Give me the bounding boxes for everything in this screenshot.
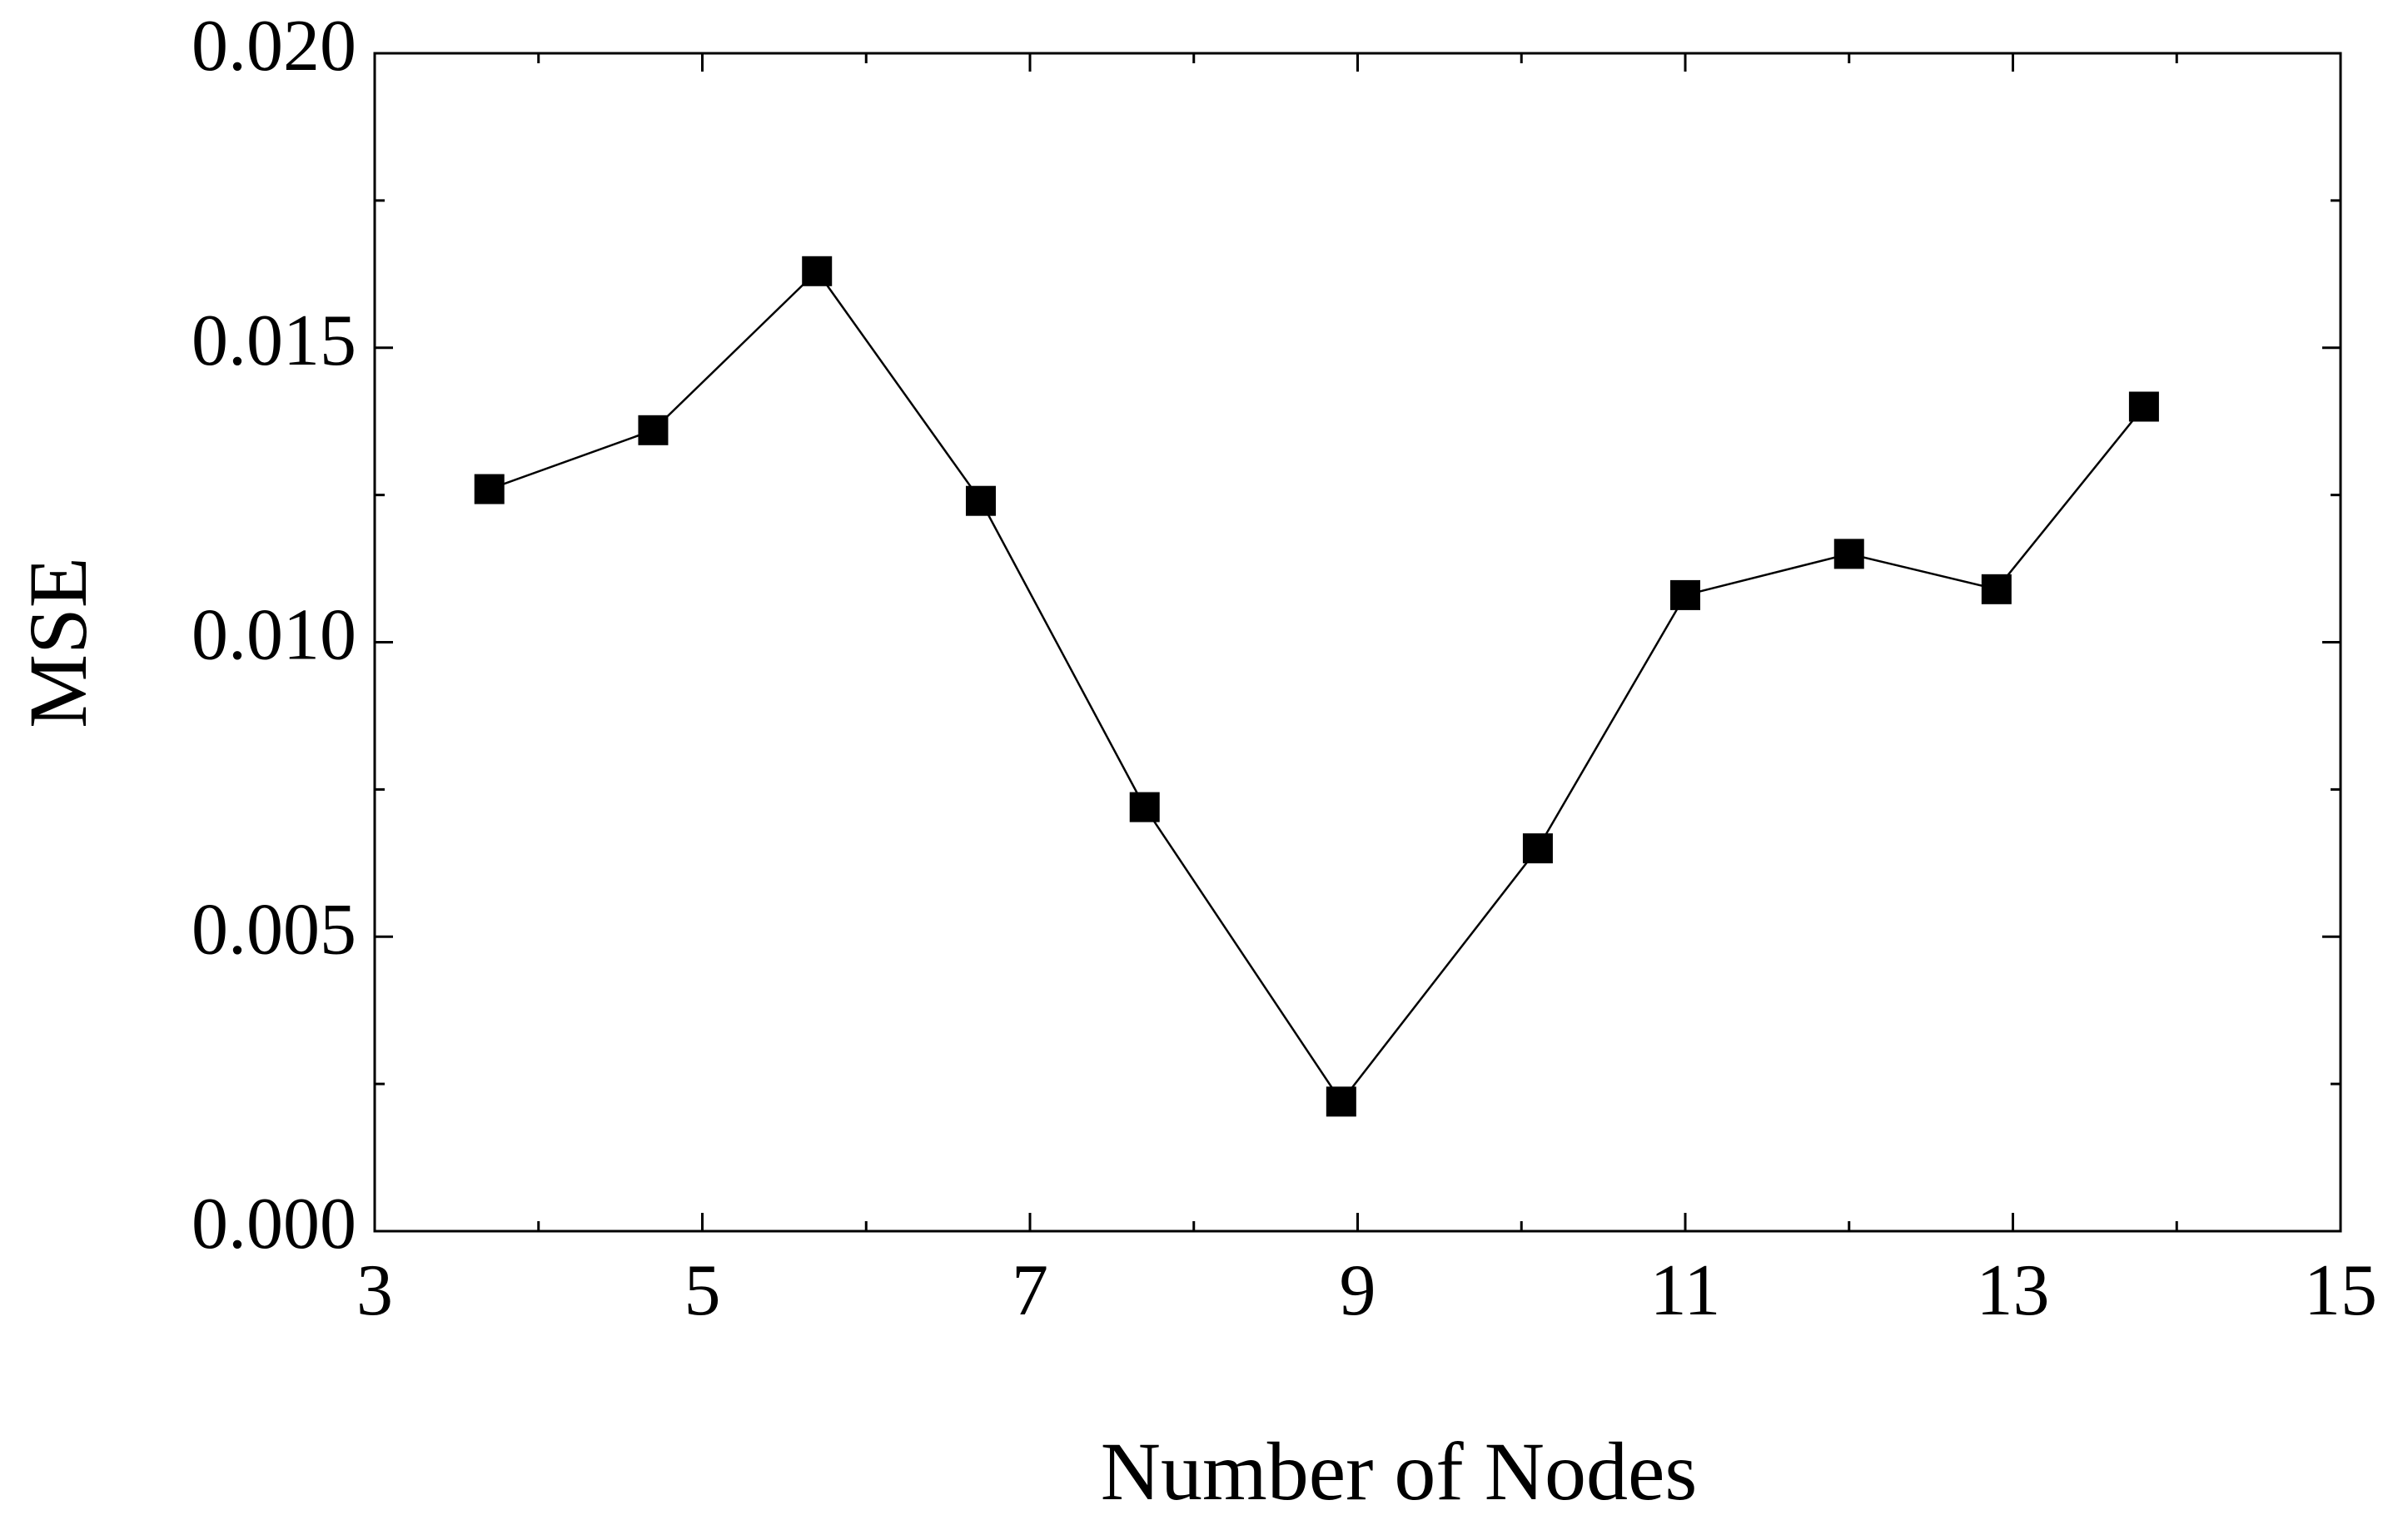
data-point bbox=[1522, 833, 1553, 864]
y-tick-label: 0.015 bbox=[192, 301, 356, 381]
data-point bbox=[1129, 792, 1160, 822]
x-tick-label: 3 bbox=[356, 1250, 393, 1331]
data-point bbox=[1670, 579, 1700, 610]
data-point bbox=[1981, 574, 2012, 604]
y-tick-label: 0.010 bbox=[192, 595, 356, 676]
y-tick-label: 0.000 bbox=[192, 1184, 356, 1264]
data-point bbox=[1326, 1086, 1356, 1117]
data-point bbox=[1833, 539, 1864, 569]
x-tick-label: 11 bbox=[1650, 1250, 1721, 1331]
x-tick-label: 13 bbox=[1977, 1250, 2050, 1331]
data-point bbox=[474, 474, 505, 504]
x-tick-label: 7 bbox=[1012, 1250, 1048, 1331]
data-point bbox=[965, 485, 996, 516]
data-point bbox=[2128, 391, 2159, 422]
data-point bbox=[802, 256, 833, 286]
series-line bbox=[489, 269, 2145, 1104]
y-tick-label: 0.020 bbox=[192, 6, 356, 87]
x-tick-label: 9 bbox=[1340, 1250, 1376, 1331]
plot-frame bbox=[373, 52, 2342, 1233]
x-axis-label: Number of Nodes bbox=[1101, 1425, 1698, 1518]
x-tick-label: 5 bbox=[684, 1250, 721, 1331]
data-point bbox=[638, 415, 669, 445]
y-axis-label: MSE bbox=[12, 557, 104, 728]
x-tick-label: 15 bbox=[2304, 1250, 2377, 1331]
y-tick-label: 0.005 bbox=[192, 889, 356, 970]
